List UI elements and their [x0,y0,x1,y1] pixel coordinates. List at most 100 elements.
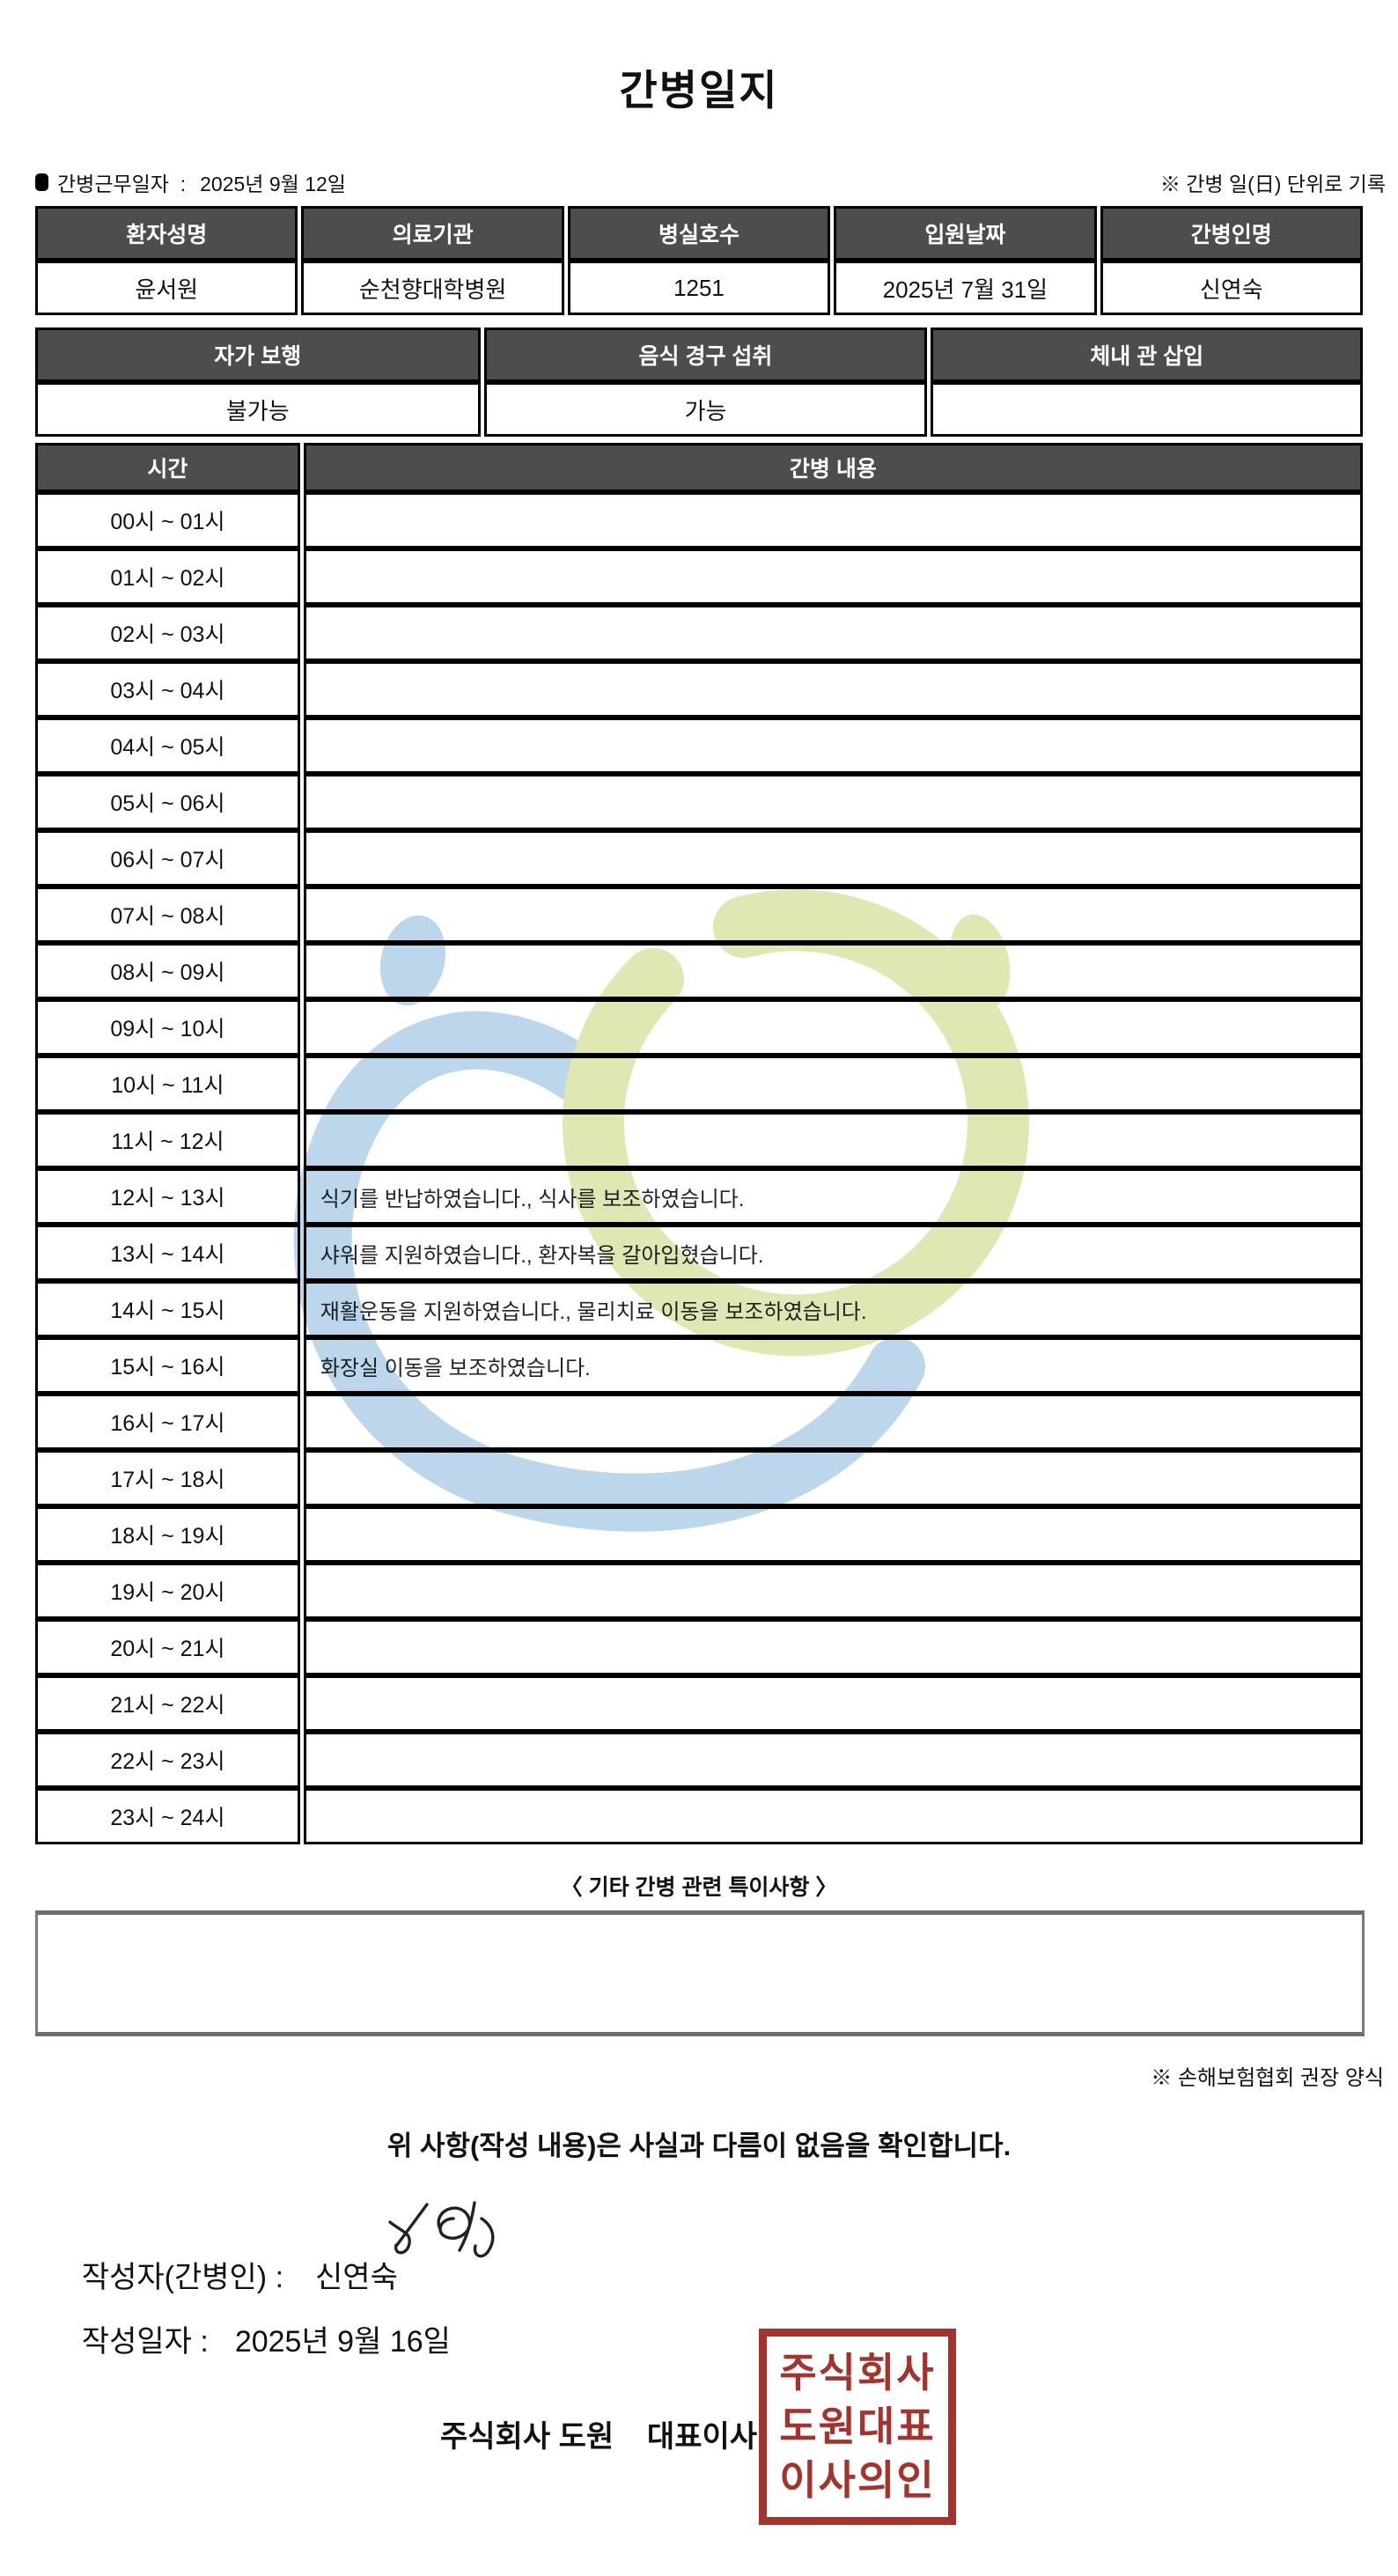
table-row: 15시 ~ 16시 화장실 이동을 보조하였습니다. [35,1337,1363,1394]
table-row: 01시 ~ 02시 [35,548,1363,605]
time-cell: 06시 ~ 07시 [35,830,300,887]
stamp-text-line: 이사의인 [779,2456,936,2503]
work-date-label: 간병근무일자 : [57,173,187,195]
company-line: 주식회사 도원 대표이사 [440,2420,758,2454]
content-cell [303,1619,1363,1675]
content-cell [303,1732,1363,1788]
care-log-table: 시간 간병 내용 00시 ~ 01시 01시 ~ 02시 02시 ~ 03시 0… [32,443,1366,1844]
meta-line: 간병근무일자 : 2025년 9월 12일 ※ 간병 일(日) 단위로 기록 [35,167,1386,197]
table-row: 13시 ~ 14시 샤워를 지원하였습니다., 환자복을 갈아입혔습니다. [35,1225,1363,1281]
table-row: 07시 ~ 08시 [35,887,1363,943]
medical-institution-value: 순천향대학병원 [301,261,564,315]
patient-info-table: 환자성명 의료기관 병실호수 입원날짜 간병인명 윤서원 순천향대학병원 125… [32,206,1366,315]
table-row: 14시 ~ 15시 재활운동을 지원하였습니다., 물리치료 이동을 보조하였습니… [35,1281,1363,1337]
table-row: 02시 ~ 03시 [35,605,1363,661]
time-cell: 12시 ~ 13시 [35,1168,300,1225]
time-cell: 08시 ~ 09시 [35,943,300,999]
table-row: 09시 ~ 10시 [35,999,1363,1056]
header-self-walking: 자가 보행 [35,328,481,382]
content-cell [303,718,1363,774]
time-cell: 07시 ~ 08시 [35,887,300,943]
content-cell [303,943,1363,999]
table-row: 10시 ~ 11시 [35,1056,1363,1112]
time-cell: 21시 ~ 22시 [35,1675,300,1732]
time-cell: 22시 ~ 23시 [35,1732,300,1788]
tube-insertion-value [931,382,1363,437]
content-cell [303,774,1363,830]
time-cell: 23시 ~ 24시 [35,1788,300,1844]
writer-line: 작성자(간병인) : 신연숙 [48,2219,398,2330]
table-row: 19시 ~ 20시 [35,1563,1363,1619]
time-cell: 04시 ~ 05시 [35,718,300,774]
content-cell [303,661,1363,718]
header-medical-institution: 의료기관 [301,206,564,261]
header-tube-insertion: 체내 관 삽입 [931,328,1363,382]
table-row: 21시 ~ 22시 [35,1675,1363,1732]
oral-intake-value: 가능 [483,382,928,437]
page-title: 간병일지 [619,67,779,114]
writer-name: 신연숙 [315,2261,398,2294]
content-cell: 재활운동을 지원하였습니다., 물리치료 이동을 보조하였습니다. [303,1281,1363,1337]
content-cell: 샤워를 지원하였습니다., 환자복을 갈아입혔습니다. [303,1225,1363,1281]
header-patient-name: 환자성명 [35,206,298,261]
patient-name-value: 윤서원 [35,261,298,315]
confirmation-statement: 위 사항(작성 내용)은 사실과 다름이 없음을 확인합니다. [386,2131,1012,2161]
header-oral-intake: 음식 경구 섭취 [483,328,928,382]
unit-note: ※ 간병 일(日) 단위로 기록 [1159,173,1386,195]
content-cell [303,1563,1363,1619]
header-time: 시간 [35,443,300,492]
content-cell [303,1056,1363,1112]
corporate-seal-stamp: 주식회사 도원대표 이사의인 [759,2329,956,2525]
table-row: 03시 ~ 04시 [35,661,1363,718]
table-row: 20시 ~ 21시 [35,1619,1363,1675]
table-row: 00시 ~ 01시 [35,492,1363,548]
square-bullet-icon [35,173,48,191]
table-row: 윤서원 순천향대학병원 1251 2025년 7월 31일 신연숙 [35,261,1363,315]
form-note: ※ 손해보험협회 권장 양식 [1151,2066,1384,2090]
table-row: 17시 ~ 18시 [35,1450,1363,1506]
content-cell [303,1450,1363,1506]
header-caregiver-name: 간병인명 [1100,206,1363,261]
self-walking-value: 불가능 [35,382,481,437]
table-row: 06시 ~ 07시 [35,830,1363,887]
content-cell [303,492,1363,548]
content-cell [303,887,1363,943]
time-cell: 20시 ~ 21시 [35,1619,300,1675]
admission-date-value: 2025년 7월 31일 [834,261,1097,315]
time-cell: 14시 ~ 15시 [35,1281,300,1337]
signature-icon [388,2201,495,2258]
time-cell: 03시 ~ 04시 [35,661,300,718]
table-header-row: 환자성명 의료기관 병실호수 입원날짜 간병인명 [35,206,1363,261]
content-cell [303,1788,1363,1844]
special-notes-heading: 〈 기타 간병 관련 특이사항 〉 [560,1875,838,1900]
time-cell: 17시 ~ 18시 [35,1450,300,1506]
date-label: 작성일자 : [81,2325,209,2359]
work-date-line: 간병근무일자 : 2025년 9월 12일 [35,167,346,197]
special-notes-box [35,1910,1365,2036]
content-cell [303,1394,1363,1450]
time-cell: 18시 ~ 19시 [35,1506,300,1563]
time-cell: 15시 ~ 16시 [35,1337,300,1394]
room-number-value: 1251 [567,261,831,315]
content-cell [303,830,1363,887]
time-cell: 00시 ~ 01시 [35,492,300,548]
stamp-text-line: 주식회사 [779,2350,936,2396]
table-row: 11시 ~ 12시 [35,1112,1363,1168]
writer-label: 작성자(간병인) : [81,2261,284,2294]
table-row: 05시 ~ 06시 [35,774,1363,830]
content-cell [303,605,1363,661]
content-cell: 화장실 이동을 보조하였습니다. [303,1337,1363,1394]
work-date-value: 2025년 9월 12일 [200,173,346,195]
content-cell [303,1506,1363,1563]
header-room-number: 병실호수 [567,206,831,261]
table-header-row: 자가 보행 음식 경구 섭취 체내 관 삽입 [35,328,1363,382]
time-cell: 19시 ~ 20시 [35,1563,300,1619]
time-cell: 11시 ~ 12시 [35,1112,300,1168]
time-cell: 10시 ~ 11시 [35,1056,300,1112]
table-row: 12시 ~ 13시 식기를 반납하였습니다., 식사를 보조하였습니다. [35,1168,1363,1225]
patient-status-table: 자가 보행 음식 경구 섭취 체내 관 삽입 불가능 가능 [32,328,1366,437]
time-cell: 13시 ~ 14시 [35,1225,300,1281]
time-cell: 09시 ~ 10시 [35,999,300,1056]
table-row: 불가능 가능 [35,382,1363,437]
